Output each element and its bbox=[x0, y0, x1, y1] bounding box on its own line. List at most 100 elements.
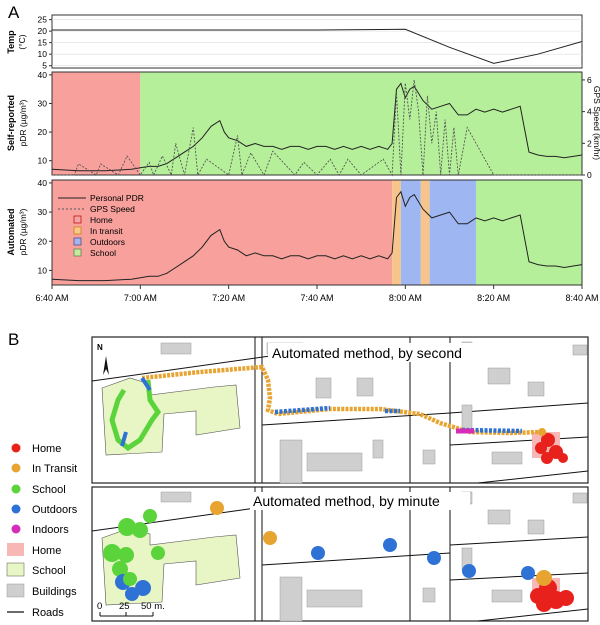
building bbox=[422, 449, 436, 465]
panel-b-label: B bbox=[8, 330, 19, 349]
segment-outdoors bbox=[429, 180, 476, 285]
transit-point bbox=[210, 501, 224, 515]
school-point bbox=[132, 522, 148, 538]
y-tick-label: 10 bbox=[38, 156, 48, 166]
legend-swatch-transit bbox=[73, 226, 82, 235]
gps-speed-ylabel: GPS Speed (km/hr) bbox=[592, 86, 600, 160]
building bbox=[572, 492, 588, 504]
map-legend-label-home-area: Home bbox=[32, 545, 61, 557]
segment-school bbox=[476, 180, 582, 285]
north-label: N bbox=[97, 343, 103, 352]
outdoors-point bbox=[125, 587, 139, 601]
series-temperature bbox=[52, 28, 583, 64]
road bbox=[91, 355, 271, 382]
map-legend-label-roads: Roads bbox=[32, 607, 64, 619]
map-legend-label-outdoors: Outdoors bbox=[32, 504, 78, 516]
building bbox=[461, 404, 473, 430]
map-legend-swatch-indoors bbox=[11, 524, 21, 534]
legend-swatch-outdoors bbox=[73, 237, 82, 246]
segment-in-transit bbox=[420, 180, 430, 285]
outdoors-track bbox=[140, 376, 152, 392]
temp-ylabel: (°C) bbox=[17, 34, 27, 49]
map-title-bg bbox=[268, 343, 500, 362]
road bbox=[477, 608, 589, 622]
map-legend-swatch-outdoors bbox=[11, 504, 21, 514]
map-legend: Home In Transit School Outdoors Indoors … bbox=[6, 443, 78, 619]
school-point bbox=[103, 544, 121, 562]
outdoors-point bbox=[383, 538, 397, 552]
y-tick-label: 15 bbox=[38, 38, 48, 48]
map-title-minute: Automated method, by minute bbox=[253, 493, 440, 509]
home-point bbox=[535, 442, 547, 454]
home-point bbox=[536, 596, 552, 612]
map-legend-swatch-transit bbox=[11, 463, 21, 473]
series-personal-pdr bbox=[51, 82, 583, 172]
self-reported-panel: Self-reported pDR (µg/m³) GPS Speed (km/… bbox=[6, 70, 600, 180]
building bbox=[356, 377, 374, 397]
building bbox=[487, 509, 511, 525]
y-tick-label: 40 bbox=[38, 178, 48, 188]
map-title-bg bbox=[250, 492, 470, 510]
road bbox=[477, 470, 589, 484]
legend-label-outdoors: Outdoors bbox=[90, 237, 125, 247]
automated-panel: Automated pDR (µg/m³) 40 30 20 10 6:40 AM 7:… bbox=[6, 178, 599, 303]
map-title-second: Automated method, by second bbox=[272, 345, 462, 361]
outdoors-point bbox=[311, 546, 325, 560]
building bbox=[422, 587, 436, 603]
y2-tick-label: 6 bbox=[587, 75, 592, 85]
school-point bbox=[118, 518, 136, 536]
building bbox=[279, 439, 303, 484]
y-tick-label: 25 bbox=[38, 15, 48, 25]
home-point bbox=[541, 452, 553, 464]
building bbox=[160, 342, 192, 355]
y-tick-label: 20 bbox=[38, 26, 48, 36]
building bbox=[487, 367, 511, 385]
building bbox=[491, 451, 523, 465]
legend-label-pdr: Personal PDR bbox=[90, 193, 144, 203]
legend-label-home: Home bbox=[90, 215, 113, 225]
y2-tick-label: 4 bbox=[587, 107, 592, 117]
building bbox=[572, 344, 588, 356]
building bbox=[372, 439, 384, 459]
automated-ylabel: pDR (µg/m³) bbox=[18, 208, 28, 255]
segment-in-transit bbox=[392, 180, 401, 285]
y-tick-label: 5 bbox=[42, 61, 47, 71]
road bbox=[449, 536, 589, 546]
outdoors-track bbox=[120, 431, 128, 447]
building bbox=[527, 381, 545, 397]
school-point bbox=[118, 547, 134, 563]
segment-home bbox=[52, 72, 141, 175]
map-by-second: N Automated method, by second bbox=[91, 336, 589, 484]
y-tick-label: 10 bbox=[38, 265, 48, 275]
segment-outdoors bbox=[400, 180, 421, 285]
outdoors-point bbox=[427, 551, 441, 565]
series-personal-pdr bbox=[51, 190, 583, 282]
building bbox=[491, 589, 523, 603]
chart-legend: Personal PDR GPS Speed Home In transit O… bbox=[58, 193, 144, 258]
map-legend-swatch-school bbox=[11, 484, 21, 494]
legend-label-transit: In transit bbox=[90, 226, 123, 236]
legend-label-school: School bbox=[90, 248, 116, 258]
automated-title: Automated bbox=[6, 209, 16, 256]
map-legend-swatch-buildings bbox=[6, 583, 25, 598]
legend-swatch-school bbox=[73, 248, 82, 257]
panel-a-label: A bbox=[8, 3, 20, 22]
scale-bar bbox=[99, 612, 154, 617]
scale-label-50: 50 m. bbox=[141, 601, 165, 612]
temp-plot-frame bbox=[51, 14, 583, 69]
y-tick-label: 20 bbox=[38, 127, 48, 137]
y-tick-label: 40 bbox=[38, 70, 48, 80]
school-point bbox=[143, 509, 157, 523]
building bbox=[306, 452, 363, 472]
segment-school bbox=[140, 72, 583, 175]
map-legend-label-home: Home bbox=[32, 443, 61, 455]
building bbox=[306, 589, 363, 608]
segment-home bbox=[52, 180, 393, 285]
y2-tick-label: 0 bbox=[587, 170, 592, 180]
north-arrow-icon bbox=[103, 356, 109, 375]
self-reported-title: Self-reported bbox=[6, 95, 16, 151]
scale-label-0: 0 bbox=[97, 601, 102, 612]
school-point bbox=[123, 572, 137, 586]
